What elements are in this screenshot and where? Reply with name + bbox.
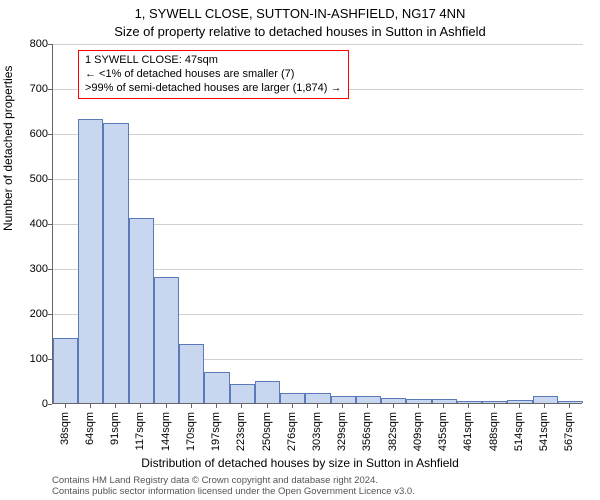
x-tick-mark <box>90 404 91 408</box>
x-tick-label: 170sqm <box>185 412 197 451</box>
y-tick-mark <box>48 359 52 360</box>
bar <box>179 344 204 403</box>
y-tick-label: 200 <box>8 308 48 320</box>
grid-line <box>53 179 583 180</box>
x-tick-label: 461sqm <box>462 412 474 451</box>
x-tick-mark <box>544 404 545 408</box>
x-tick-mark <box>140 404 141 408</box>
bar <box>255 381 280 403</box>
y-tick-label: 100 <box>8 353 48 365</box>
bar <box>331 396 356 403</box>
y-tick-mark <box>48 44 52 45</box>
attribution-line-2: Contains public sector information licen… <box>52 487 415 498</box>
y-tick-mark <box>48 134 52 135</box>
y-tick-label: 500 <box>8 173 48 185</box>
x-tick-mark <box>418 404 419 408</box>
bar <box>507 400 532 403</box>
x-tick-label: 223sqm <box>235 412 247 451</box>
bar <box>230 384 255 403</box>
x-tick-label: 488sqm <box>488 412 500 451</box>
annotation-line-1: 1 SYWELL CLOSE: 47sqm <box>85 54 342 68</box>
y-tick-mark <box>48 404 52 405</box>
y-tick-label: 800 <box>8 38 48 50</box>
x-tick-label: 117sqm <box>134 412 146 450</box>
x-tick-mark <box>292 404 293 408</box>
x-tick-mark <box>569 404 570 408</box>
x-tick-label: 409sqm <box>412 412 424 451</box>
x-tick-mark <box>191 404 192 408</box>
x-tick-label: 567sqm <box>563 412 575 451</box>
bar <box>129 218 154 403</box>
grid-line <box>53 44 583 45</box>
x-tick-label: 91sqm <box>109 412 121 445</box>
bar <box>154 277 179 403</box>
bar <box>533 396 558 403</box>
y-tick-label: 700 <box>8 83 48 95</box>
x-tick-label: 329sqm <box>336 412 348 451</box>
chart-container: 1, SYWELL CLOSE, SUTTON-IN-ASHFIELD, NG1… <box>0 0 600 500</box>
bar <box>204 372 229 404</box>
chart-title-main: 1, SYWELL CLOSE, SUTTON-IN-ASHFIELD, NG1… <box>0 6 600 21</box>
bar <box>280 393 305 403</box>
y-tick-label: 400 <box>8 218 48 230</box>
x-tick-label: 356sqm <box>361 412 373 451</box>
x-tick-mark <box>241 404 242 408</box>
y-tick-mark <box>48 314 52 315</box>
bar <box>558 401 583 403</box>
x-axis-label: Distribution of detached houses by size … <box>0 456 600 470</box>
y-tick-mark <box>48 269 52 270</box>
annotation-line-3: >99% of semi-detached houses are larger … <box>85 82 342 96</box>
x-tick-mark <box>267 404 268 408</box>
chart-title-sub: Size of property relative to detached ho… <box>0 24 600 39</box>
bar <box>53 338 78 403</box>
x-tick-mark <box>367 404 368 408</box>
bar <box>356 396 381 403</box>
bar <box>457 401 482 403</box>
x-tick-label: 64sqm <box>84 412 96 445</box>
x-tick-label: 541sqm <box>538 412 550 451</box>
bar <box>103 123 128 403</box>
bar <box>305 393 330 403</box>
grid-line <box>53 134 583 135</box>
x-tick-label: 514sqm <box>513 412 525 451</box>
y-tick-label: 300 <box>8 263 48 275</box>
bar <box>381 398 406 403</box>
x-tick-mark <box>65 404 66 408</box>
annotation-line-2: ← <1% of detached houses are smaller (7) <box>85 68 342 82</box>
x-tick-label: 38sqm <box>59 412 71 445</box>
x-tick-label: 144sqm <box>160 412 172 451</box>
x-tick-mark <box>519 404 520 408</box>
bar <box>406 399 431 404</box>
y-tick-mark <box>48 89 52 90</box>
x-tick-label: 276sqm <box>286 412 298 451</box>
bar <box>482 401 507 403</box>
x-tick-mark <box>115 404 116 408</box>
y-tick-mark <box>48 179 52 180</box>
x-tick-mark <box>216 404 217 408</box>
y-tick-label: 600 <box>8 128 48 140</box>
x-tick-label: 250sqm <box>261 412 273 451</box>
bar <box>432 399 457 403</box>
y-tick-label: 0 <box>8 398 48 410</box>
x-tick-mark <box>494 404 495 408</box>
attribution: Contains HM Land Registry data © Crown c… <box>52 476 415 498</box>
bar <box>78 119 103 403</box>
x-tick-mark <box>393 404 394 408</box>
annotation-box: 1 SYWELL CLOSE: 47sqm ← <1% of detached … <box>78 50 349 99</box>
x-tick-mark <box>443 404 444 408</box>
x-tick-label: 197sqm <box>210 412 222 451</box>
x-tick-label: 435sqm <box>437 412 449 451</box>
x-tick-mark <box>317 404 318 408</box>
x-tick-label: 382sqm <box>387 412 399 451</box>
x-tick-mark <box>166 404 167 408</box>
x-tick-mark <box>342 404 343 408</box>
y-tick-mark <box>48 224 52 225</box>
x-tick-label: 303sqm <box>311 412 323 451</box>
x-tick-mark <box>468 404 469 408</box>
